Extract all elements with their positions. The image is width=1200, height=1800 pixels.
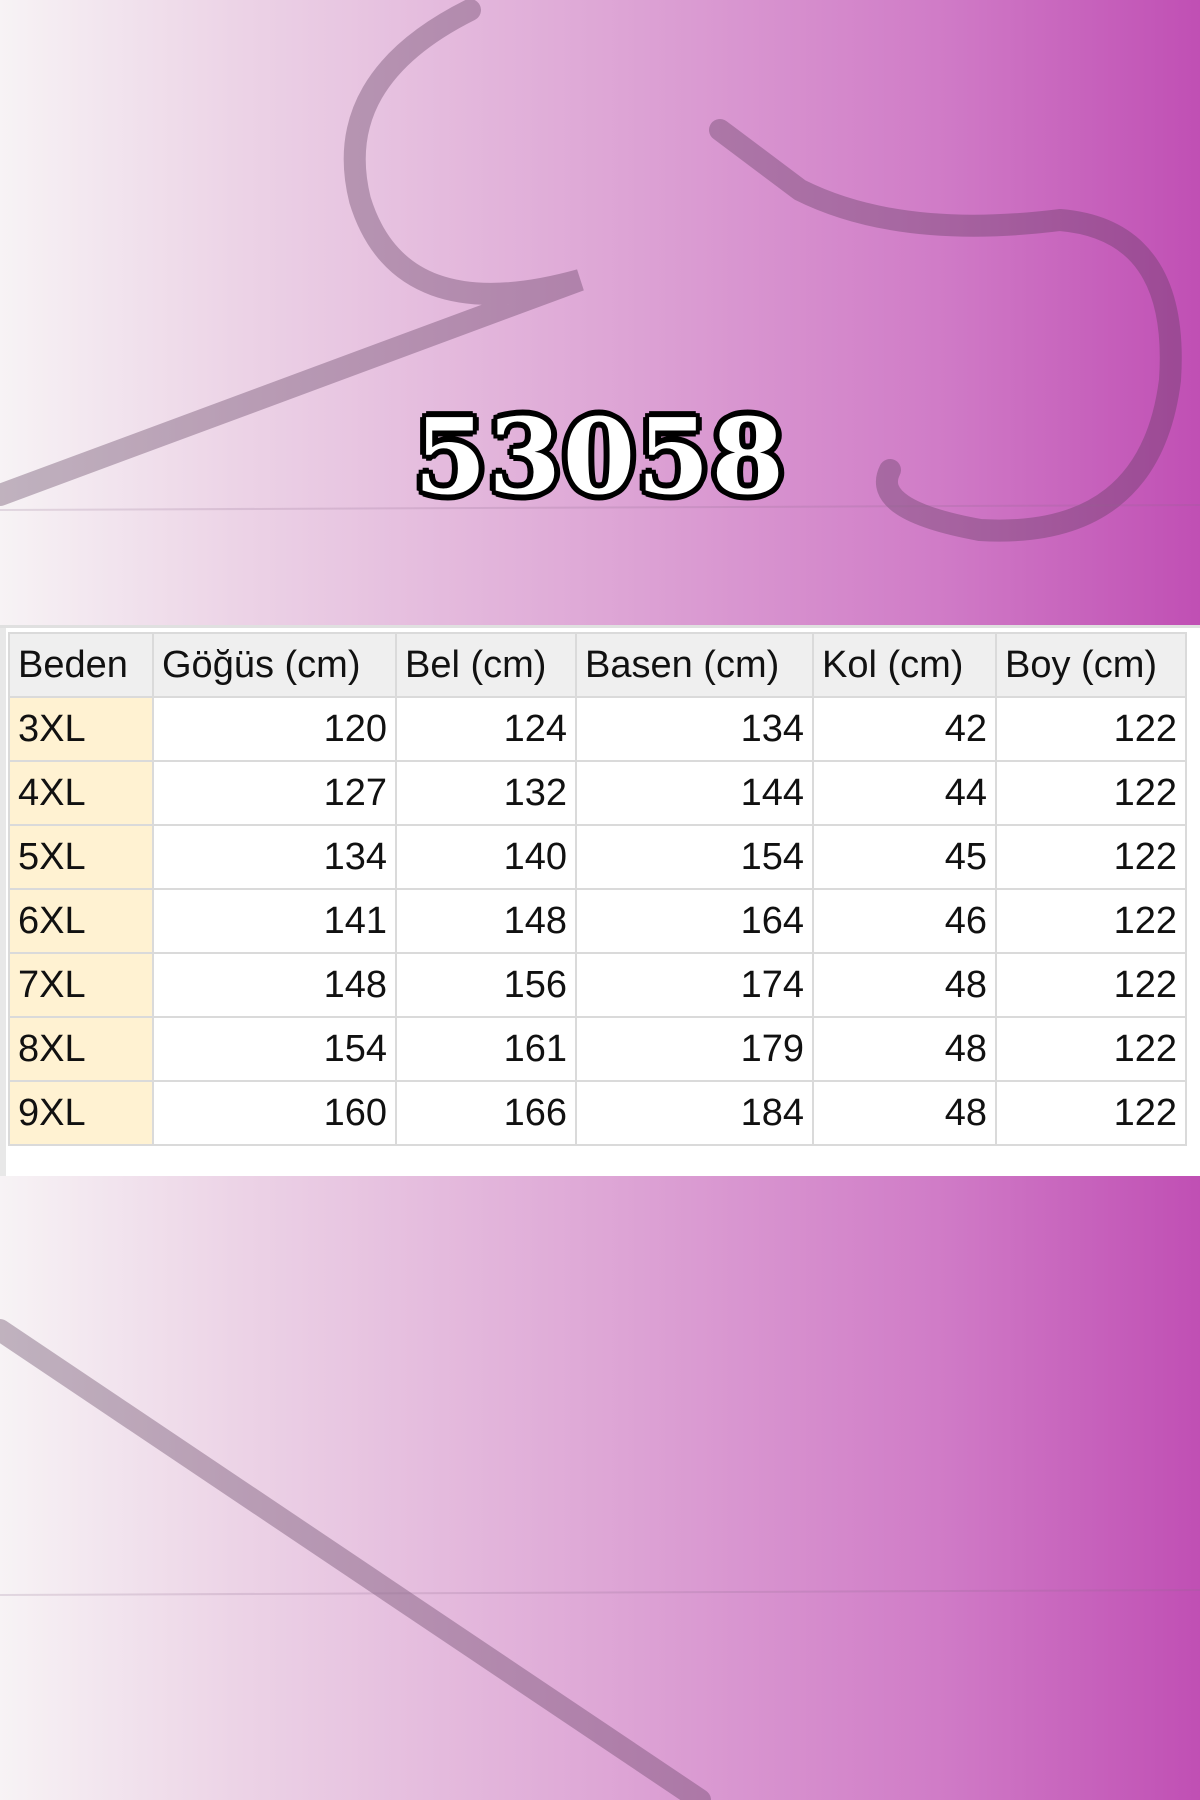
measurement-cell: 156 [395,952,577,1018]
table-row: 6XL 141 148 164 46 122 [8,888,1187,954]
measurement-cell: 161 [395,1016,577,1082]
measurement-cell: 148 [152,952,397,1018]
measurement-cell: 174 [575,952,814,1018]
measurement-cell: 48 [812,1080,997,1146]
size-cell: 6XL [8,888,154,954]
size-cell: 9XL [8,1080,154,1146]
measurement-cell: 134 [575,696,814,762]
measurement-cell: 44 [812,760,997,826]
measurement-cell: 42 [812,696,997,762]
measurement-cell: 124 [395,696,577,762]
measurement-cell: 144 [575,760,814,826]
table-row: 4XL 127 132 144 44 122 [8,760,1187,826]
measurement-cell: 122 [995,952,1187,1018]
size-cell: 4XL [8,760,154,826]
table-row: 9XL 160 166 184 48 122 [8,1080,1187,1146]
header-cell: Beden [8,632,154,698]
measurement-cell: 164 [575,888,814,954]
header-row: Beden Göğüs (cm) Bel (cm) Basen (cm) Kol… [8,632,1187,698]
header-cell: Göğüs (cm) [152,632,397,698]
header-cell: Kol (cm) [812,632,997,698]
measurement-cell: 122 [995,1016,1187,1082]
measurement-cell: 46 [812,888,997,954]
measurement-cell: 120 [152,696,397,762]
size-cell: 5XL [8,824,154,890]
table-row: 3XL 120 124 134 42 122 [8,696,1187,762]
measurement-cell: 140 [395,824,577,890]
measurement-cell: 122 [995,1080,1187,1146]
measurement-cell: 45 [812,824,997,890]
measurement-cell: 122 [995,696,1187,762]
measurement-cell: 166 [395,1080,577,1146]
header-cell: Boy (cm) [995,632,1187,698]
size-cell: 7XL [8,952,154,1018]
size-cell: 3XL [8,696,154,762]
measurement-cell: 127 [152,760,397,826]
measurement-cell: 48 [812,952,997,1018]
measurement-cell: 141 [152,888,397,954]
table-row: 7XL 148 156 174 48 122 [8,952,1187,1018]
measurement-cell: 122 [995,824,1187,890]
size-chart-table: Beden Göğüs (cm) Bel (cm) Basen (cm) Kol… [0,625,1200,1176]
measurement-cell: 148 [395,888,577,954]
table-row: 8XL 154 161 179 48 122 [8,1016,1187,1082]
measurement-cell: 179 [575,1016,814,1082]
measurement-cell: 154 [575,824,814,890]
table-row: 5XL 134 140 154 45 122 [8,824,1187,890]
header-cell: Basen (cm) [575,632,814,698]
product-code-title: 53058 [414,395,786,518]
size-cell: 8XL [8,1016,154,1082]
measurement-cell: 48 [812,1016,997,1082]
measurement-cell: 160 [152,1080,397,1146]
measurement-cell: 132 [395,760,577,826]
header-cell: Bel (cm) [395,632,577,698]
row-header-strip [0,628,6,1176]
measurement-cell: 154 [152,1016,397,1082]
measurement-cell: 122 [995,888,1187,954]
measurement-cell: 122 [995,760,1187,826]
measurement-cell: 134 [152,824,397,890]
measurement-cell: 184 [575,1080,814,1146]
